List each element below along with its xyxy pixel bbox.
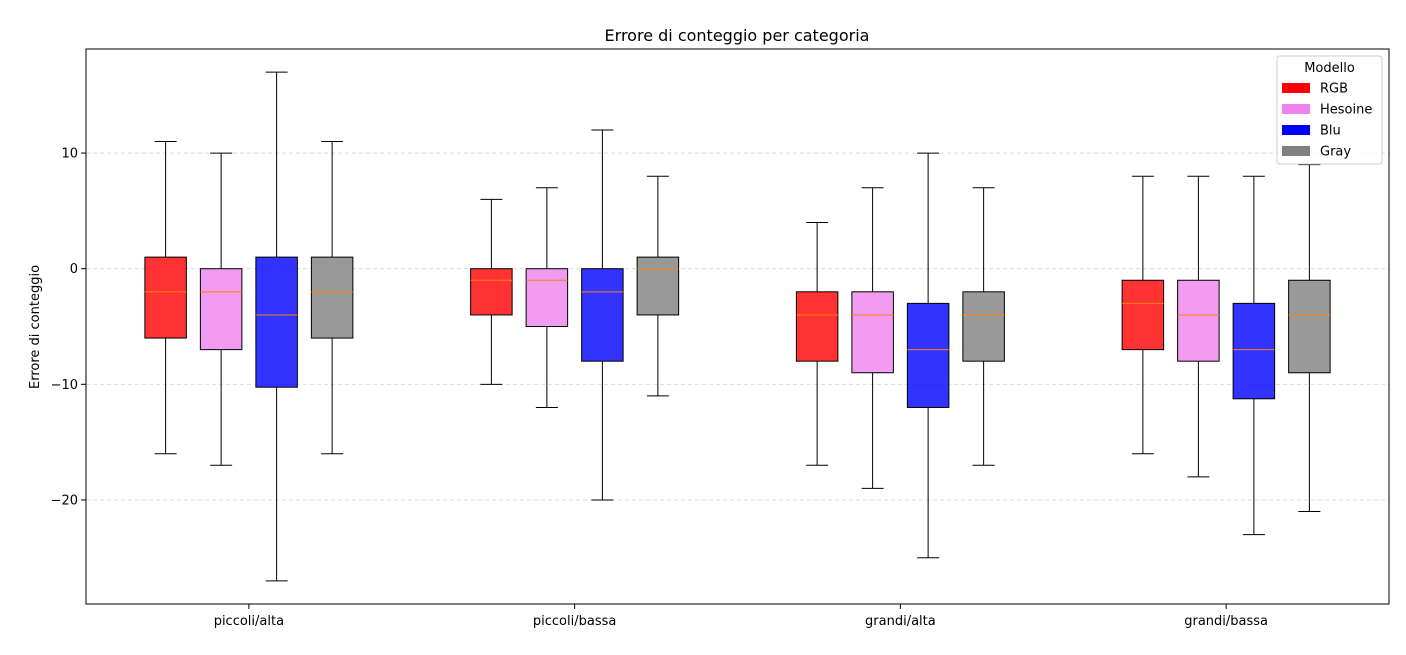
y-tick-label: 10 (61, 147, 78, 162)
box-rgb-0 (144, 141, 187, 455)
box-body (1232, 302, 1276, 400)
box-rgb-2 (795, 221, 839, 466)
box-body (1288, 279, 1331, 374)
box-blu-0 (255, 71, 298, 582)
x-tick-label: piccoli/alta (214, 614, 284, 629)
box-gray-0 (310, 141, 354, 455)
box-body (636, 256, 680, 316)
box-gray-1 (636, 175, 680, 397)
box-blu-3 (1232, 175, 1276, 536)
box-hesoine-0 (199, 152, 243, 466)
box-hesoine-2 (851, 187, 894, 489)
box-body (255, 256, 298, 388)
y-tick-label: −10 (51, 378, 78, 393)
x-tick-label: grandi/alta (865, 614, 936, 629)
box-rgb-1 (470, 198, 513, 385)
y-tick-label: 0 (70, 262, 78, 277)
box-blu-2 (906, 152, 950, 559)
box-body (310, 256, 354, 339)
box-body (1121, 279, 1165, 351)
box-body (581, 268, 624, 362)
legend-entry-blu: Blu (1320, 124, 1341, 139)
x-tick-label: piccoli/bassa (533, 614, 616, 629)
box-body (1177, 279, 1220, 362)
box-body (962, 291, 1005, 362)
box-body (851, 291, 894, 374)
grid-lines (86, 152, 1389, 501)
box-body (470, 268, 513, 316)
x-tick-label: grandi/bassa (1184, 614, 1268, 629)
box-gray-2 (962, 187, 1005, 466)
y-axis-label: Errore di conteggio (28, 265, 43, 389)
legend-entry-rgb: RGB (1320, 82, 1348, 97)
plot-frame (85, 48, 1390, 605)
legend-swatch-rgb (1282, 83, 1310, 93)
box-body (199, 268, 243, 351)
box-body (795, 291, 839, 362)
box-hesoine-1 (525, 187, 569, 408)
box-hesoine-3 (1177, 175, 1220, 478)
box-body (144, 256, 187, 339)
x-axis: piccoli/alta piccoli/bassa grandi/alta gran… (214, 604, 1268, 629)
y-tick-label: −20 (51, 493, 78, 508)
legend-swatch-blu (1282, 125, 1310, 135)
box-body (906, 302, 950, 408)
legend-title: Modello (1304, 61, 1355, 76)
legend-entry-hesoine: Hesoine (1320, 103, 1372, 118)
y-axis: 10 0 −10 −20 (51, 147, 86, 508)
box-rgb-3 (1121, 175, 1165, 455)
legend-entry-gray: Gray (1320, 145, 1351, 160)
legend: Modello RGB Hesoine Blu Gray (1276, 55, 1383, 165)
chart-title: Errore di conteggio per categoria (605, 26, 870, 45)
legend-swatch-hesoine (1282, 104, 1310, 114)
box-blu-1 (581, 129, 624, 501)
box-gray-3 (1288, 164, 1331, 512)
box-groups (144, 71, 1331, 582)
legend-swatch-gray (1282, 146, 1310, 156)
box-body (525, 268, 569, 327)
